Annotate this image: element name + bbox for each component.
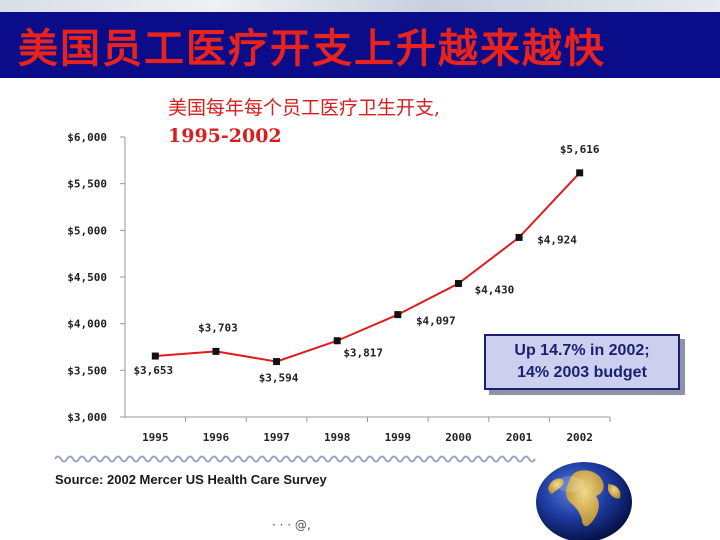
data-label: $4,924 [537, 233, 577, 246]
data-markers [151, 169, 584, 366]
growth-callout: Up 14.7% in 2002; 14% 2003 budget [484, 334, 680, 390]
source-note: Source: 2002 Mercer US Health Care Surve… [55, 472, 327, 487]
chart-title: 美国每年每个员工医疗卫生开支, 1995-2002 [168, 94, 440, 150]
y-tick-label: $4,000 [67, 318, 107, 331]
x-tick-label: 2000 [445, 431, 472, 444]
wavy-divider-line [54, 455, 536, 463]
series-line [155, 172, 581, 363]
x-axis-ticks: 1995 1996 1997 1998 1999 2000 2001 2002 [142, 417, 611, 444]
data-label: $3,653 [133, 364, 173, 377]
data-labels: $3,653 $3,703 $3,594 $3,817 $4,097 $4,430 $4,9… [133, 143, 599, 385]
data-point [394, 311, 402, 319]
wavy-divider [54, 455, 536, 463]
globe-icon [536, 462, 632, 540]
data-point [454, 280, 462, 288]
x-tick-label: 1999 [385, 431, 412, 444]
y-tick-label: $3,500 [67, 364, 107, 377]
data-point [576, 169, 584, 177]
x-tick-label: 1996 [203, 431, 230, 444]
y-tick-label: $6,000 [67, 131, 107, 144]
y-tick-label: $5,000 [67, 224, 107, 237]
series-line-path [155, 172, 581, 363]
data-label: $3,703 [198, 321, 238, 334]
data-point [151, 352, 159, 360]
data-label: $4,097 [416, 315, 456, 328]
title-bar: 美国员工医疗开支上升越来越快 [0, 12, 720, 78]
y-axis-ticks: $3,000 $3,500 $4,000 $4,500 $5,000 $5,500 $6,0… [67, 131, 125, 424]
y-tick-label: $3,000 [67, 411, 107, 424]
x-tick-label: 1998 [324, 431, 351, 444]
data-label: $5,616 [560, 143, 600, 156]
footer-fragment: · · · @, [272, 518, 311, 532]
data-point [273, 358, 281, 366]
chart-title-line: 美国每年每个员工医疗卫生开支, [168, 97, 441, 119]
callout-line-1: Up 14.7% in 2002; [514, 342, 650, 359]
data-label: $3,817 [343, 347, 383, 360]
data-point [212, 347, 220, 355]
y-tick-label: $4,500 [67, 271, 107, 284]
x-tick-label: 2002 [566, 431, 593, 444]
data-label: $3,594 [259, 372, 299, 385]
y-tick-label: $5,500 [67, 178, 107, 191]
data-point [333, 337, 341, 345]
x-tick-label: 1997 [263, 431, 290, 444]
x-tick-label: 2001 [506, 431, 533, 444]
x-tick-label: 1995 [142, 431, 169, 444]
data-label: $4,430 [475, 284, 515, 297]
chart-subtitle: 1995-2002 [168, 125, 282, 147]
data-point [515, 233, 523, 241]
slide-title: 美国员工医疗开支上升越来越快 [18, 25, 606, 72]
callout-line-2: 14% 2003 budget [517, 364, 647, 381]
